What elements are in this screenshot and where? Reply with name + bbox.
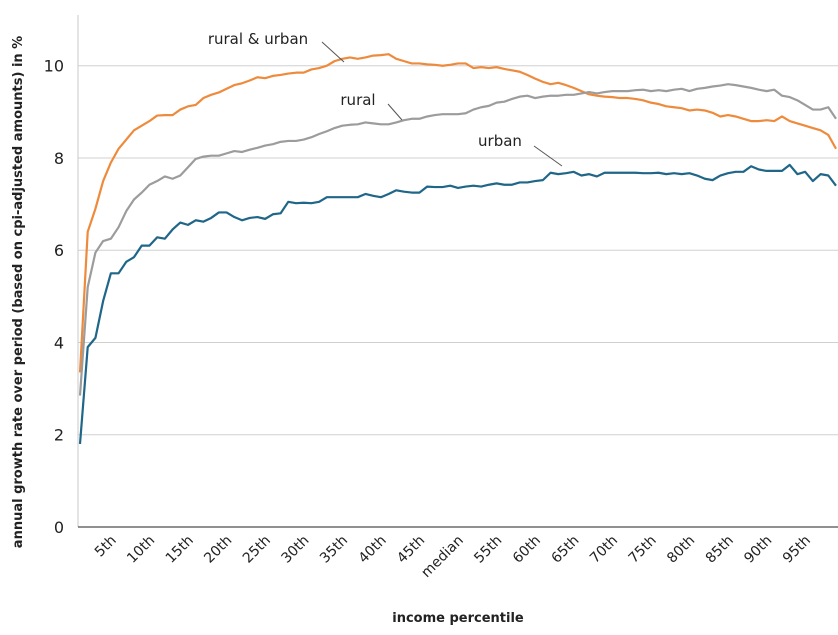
- x-tick-label: 25th: [240, 533, 274, 567]
- x-tick-label: 75th: [626, 533, 660, 567]
- x-tick-label: 40th: [356, 533, 390, 567]
- x-tick-label: 20th: [201, 533, 235, 567]
- y-tick-label: 8: [54, 149, 64, 168]
- x-tick-label: 5th: [92, 533, 120, 561]
- y-tick-label: 2: [54, 426, 64, 445]
- x-tick-label: 30th: [278, 533, 312, 567]
- x-tick-label: 70th: [587, 533, 621, 567]
- x-tick-label: 65th: [548, 533, 582, 567]
- series-label: urban: [478, 132, 522, 150]
- y-tick-label: 6: [54, 241, 64, 260]
- x-tick-label: 45th: [394, 533, 428, 567]
- y-axis-title: annual growth rate over period (based on…: [11, 36, 26, 548]
- label-leader: [533, 145, 563, 167]
- x-tick-label: 10th: [124, 533, 158, 567]
- x-tick-label: 95th: [780, 533, 814, 567]
- x-tick-label: 60th: [510, 533, 544, 567]
- x-tick-label: 55th: [471, 533, 505, 567]
- y-tick-label: 10: [44, 57, 64, 76]
- series-line: [78, 163, 837, 445]
- x-tick-label: median: [418, 533, 466, 581]
- series-line: [78, 83, 837, 396]
- series-label: rural: [340, 91, 375, 109]
- y-tick-label: 4: [54, 333, 64, 352]
- label-leader: [321, 41, 345, 63]
- x-axis-title: income percentile: [392, 611, 524, 626]
- x-tick-label: 90th: [741, 533, 775, 567]
- x-tick-label: 35th: [317, 533, 351, 567]
- x-tick-label: 80th: [664, 533, 698, 567]
- y-tick-label: 0: [54, 518, 64, 537]
- x-tick-label: 85th: [703, 533, 737, 567]
- x-tick-label: 15th: [163, 533, 197, 567]
- label-leader: [387, 103, 403, 121]
- series-label: rural & urban: [208, 30, 308, 48]
- series-line: [78, 53, 837, 373]
